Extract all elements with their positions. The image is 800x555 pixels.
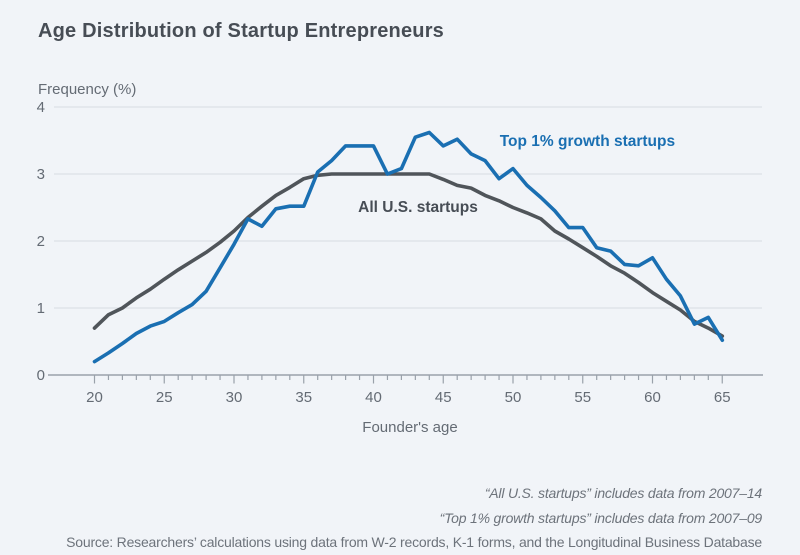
x-axis-title: Founder's age: [362, 419, 457, 436]
series-labels: All U.S. startups Top 1% growth startups: [358, 133, 675, 216]
x-tick-label: 20: [86, 389, 103, 406]
y-tick-label: 4: [37, 99, 45, 116]
y-tick-label: 1: [37, 300, 45, 317]
footnote-all-us-startups: “All U.S. startups” includes data from 2…: [484, 485, 762, 501]
x-tick-label: 50: [505, 389, 522, 406]
series-label: All U.S. startups: [358, 199, 478, 216]
x-tick-label: 25: [156, 389, 173, 406]
x-tick-label: 60: [644, 389, 661, 406]
footnotes: “All U.S. startups” includes data from 2…: [30, 481, 762, 555]
y-tick-label: 2: [37, 233, 45, 250]
source-credit: Source: Researchers’ calculations using …: [66, 534, 762, 550]
series-lines: [92, 130, 725, 364]
y-axis-title: Frequency (%): [38, 81, 136, 98]
x-tick-label: 55: [574, 389, 591, 406]
x-tick-label: 65: [714, 389, 731, 406]
series-line-all-us-startups: [92, 172, 725, 338]
footnote-top1-growth-startups: “Top 1% growth startups” includes data f…: [439, 509, 763, 526]
x-tick-label: 40: [365, 389, 382, 406]
x-axis: 20 25 30 35 40 45 50 55 60 65: [48, 374, 763, 406]
y-tick-label: 0: [37, 367, 45, 384]
series-label: Top 1% growth startups: [500, 133, 675, 150]
age-distribution-chart: Frequency (%) 0 1 2 3 4 20 25 30 35 40 45 50 55 60 65 Fo…: [37, 81, 763, 436]
x-tick-label: 45: [435, 389, 452, 406]
x-tick-label: 35: [295, 389, 312, 406]
x-tick-label: 30: [226, 389, 243, 406]
page-title: Age Distribution of Startup Entrepreneur…: [38, 20, 445, 42]
y-tick-label: 3: [37, 166, 45, 183]
series-line-top1-growth-startups: [92, 130, 725, 364]
